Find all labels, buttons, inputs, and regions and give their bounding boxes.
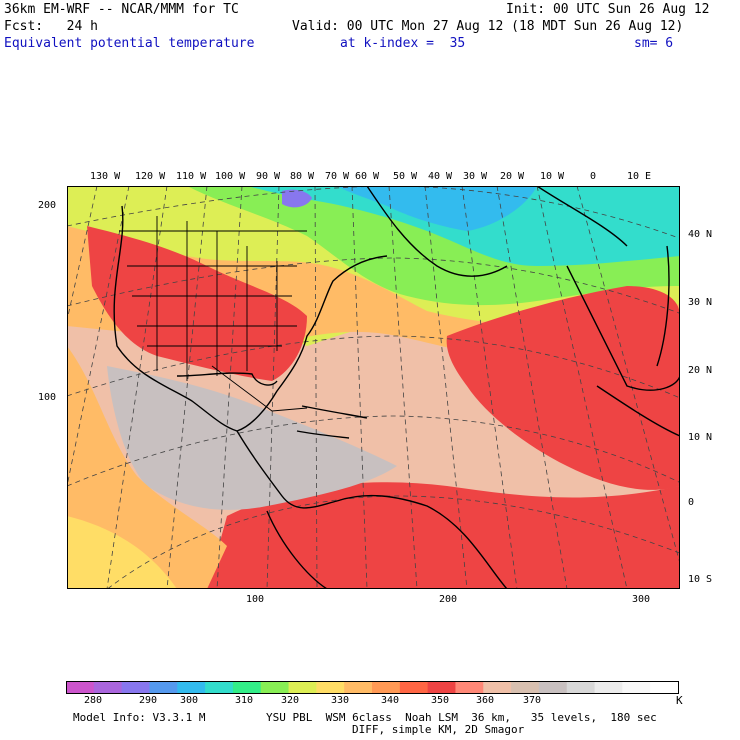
right-tick-label: 30 N <box>688 297 713 308</box>
band-gray-tropics <box>107 366 397 510</box>
bottom-tick-label: 200 <box>439 594 458 605</box>
colorbar-swatch <box>622 681 651 693</box>
colorbar-swatch <box>538 681 568 693</box>
top-tick-label: 0 <box>590 171 597 182</box>
right-tick-label: 0 <box>688 497 695 508</box>
left-tick-label: 200 <box>38 200 57 211</box>
top-tick-label: 70 W <box>325 171 350 182</box>
top-tick-label: 30 W <box>463 171 488 182</box>
colorbar-tick-label: 320 <box>281 695 300 706</box>
top-tick-label: 10 E <box>627 171 652 182</box>
colorbar-tick-label: 300 <box>180 695 199 706</box>
colorbar <box>66 681 679 694</box>
colorbar-swatch <box>650 681 679 693</box>
colorbar-swatch <box>232 681 262 693</box>
top-tick-label: 110 W <box>176 171 207 182</box>
init-time: Init: 00 UTC Sun 26 Aug 12 <box>506 2 710 17</box>
colorbar-tick-label: 370 <box>523 695 542 706</box>
top-tick-label: 90 W <box>256 171 281 182</box>
right-tick-label: 10 N <box>688 432 713 443</box>
colorbar-swatch <box>399 681 429 693</box>
left-tick-label: 100 <box>38 392 57 403</box>
colorbar-swatch <box>455 681 484 693</box>
colorbar-tick-label: 350 <box>431 695 450 706</box>
colorbar-tick-label: 330 <box>331 695 350 706</box>
model-title: 36km EM-WRF -- NCAR/MMM for TC <box>4 2 239 17</box>
colorbar-swatch <box>594 681 623 693</box>
top-tick-label: 40 W <box>428 171 453 182</box>
bottom-tick-label: 300 <box>632 594 651 605</box>
colorbar-tick-label: 280 <box>84 695 103 706</box>
physics-info: YSU PBL WSM 6class Noah LSM 36 km, 35 le… <box>266 711 657 724</box>
band-yellow-pacific <box>67 516 177 589</box>
colorbar-swatch <box>66 681 95 693</box>
right-tick-label: 10 S <box>688 574 713 585</box>
diffusion-info: DIFF, simple KM, 2D Smagor <box>352 723 525 736</box>
top-tick-label: 20 W <box>500 171 525 182</box>
colorbar-tick-label: 310 <box>235 695 254 706</box>
band-red-atlantic <box>446 286 680 490</box>
top-tick-label: 10 W <box>540 171 565 182</box>
colorbar-tick-label: 290 <box>139 695 158 706</box>
band-red-south <box>207 482 680 589</box>
field-name: Equivalent potential temperature <box>4 36 255 51</box>
colorbar-tick-label: 340 <box>381 695 400 706</box>
smoothing-value: sm= 6 <box>634 36 674 51</box>
colorbar-swatch <box>566 681 596 693</box>
bottom-tick-label: 100 <box>246 594 265 605</box>
colorbar-swatch <box>288 681 317 693</box>
band-purple-north <box>282 189 312 208</box>
top-tick-label: 100 W <box>215 171 246 182</box>
colorbar-swatch <box>427 681 456 693</box>
colorbar-swatch <box>121 681 150 693</box>
level-index: at k-index = 35 <box>340 36 466 51</box>
forecast-hour: Fcst: 24 h <box>4 19 98 34</box>
model-info: Model Info: V3.3.1 M <box>73 711 206 724</box>
top-tick-label: 130 W <box>90 171 121 182</box>
valid-time: Valid: 00 UTC Mon 27 Aug 12 (18 MDT Sun … <box>292 19 684 34</box>
top-tick-label: 50 W <box>393 171 418 182</box>
colorbar-swatch <box>483 681 512 693</box>
band-orange-pacific <box>67 346 227 589</box>
equivalent-potential-temperature-map <box>67 186 680 589</box>
political-borders <box>119 216 308 412</box>
colorbar-swatch <box>205 681 234 693</box>
colorbar-swatch <box>316 681 345 693</box>
top-tick-label: 60 W <box>355 171 380 182</box>
colorbar-tick-label: 360 <box>476 695 495 706</box>
band-blue-north <box>337 186 537 231</box>
colorbar-swatch <box>344 681 373 693</box>
colorbar-frame <box>66 681 679 694</box>
right-tick-label: 20 N <box>688 365 713 376</box>
top-tick-label: 120 W <box>135 171 166 182</box>
band-red-us <box>87 226 307 381</box>
colorbar-unit: K <box>676 694 683 707</box>
coastlines <box>113 186 680 589</box>
colorbar-swatch <box>93 681 123 693</box>
colorbar-swatch <box>177 681 206 693</box>
colorbar-swatch <box>260 681 290 693</box>
top-tick-label: 80 W <box>290 171 315 182</box>
right-tick-label: 40 N <box>688 229 713 240</box>
colorbar-swatch <box>511 681 540 693</box>
colorbar-swatch <box>372 681 401 693</box>
colorbar-swatch <box>149 681 178 693</box>
